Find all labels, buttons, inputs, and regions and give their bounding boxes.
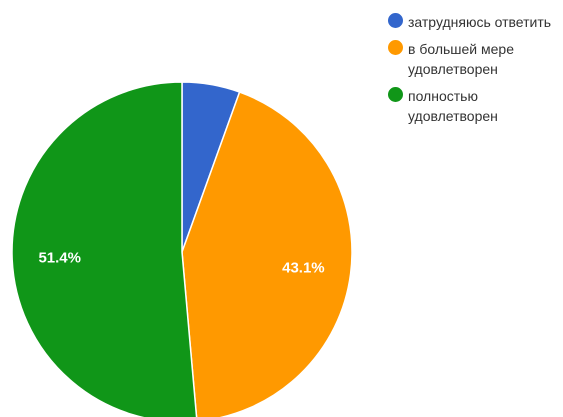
legend-item-1[interactable]: в большей мере удовлетворен [388, 39, 558, 79]
legend-swatch-2 [388, 87, 403, 102]
pie-chart: 43.1% 51.4% [11, 81, 353, 417]
slice-label-1: 43.1% [282, 260, 325, 277]
pie-slices [11, 81, 353, 417]
legend-label-2: полностью удовлетворен [408, 88, 498, 124]
pie-slice-labels: 43.1% 51.4% [38, 249, 324, 276]
legend-swatch-1 [388, 40, 403, 55]
slice-label-2: 51.4% [38, 249, 81, 266]
legend-swatch-0 [388, 13, 403, 28]
pie-slice-1[interactable] [181, 91, 353, 417]
legend-item-2[interactable]: полностью удовлетворен [388, 86, 558, 126]
legend-label-0: затрудняюсь ответить [408, 14, 552, 30]
pie-slice-2[interactable] [11, 81, 198, 417]
legend-item-0[interactable]: затрудняюсь ответить [388, 12, 558, 32]
legend-label-1: в большей мере удовлетворен [408, 41, 514, 77]
legend: затрудняюсь ответить в большей мере удов… [388, 12, 558, 133]
